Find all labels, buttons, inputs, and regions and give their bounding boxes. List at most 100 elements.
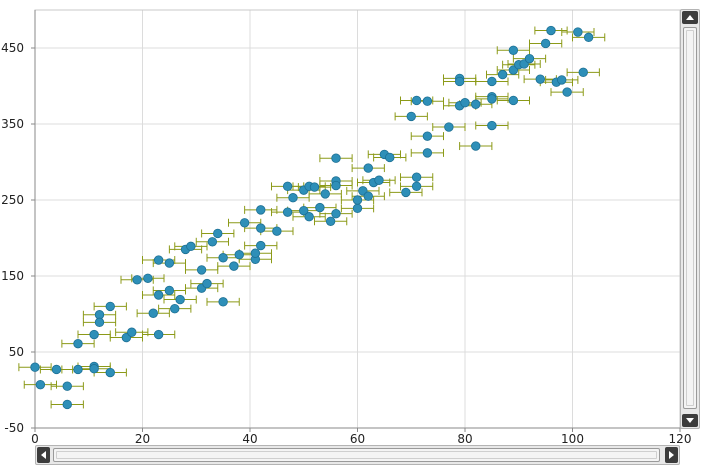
data-point — [164, 285, 175, 296]
scroll-down-button[interactable] — [682, 414, 698, 427]
data-point — [105, 367, 115, 378]
horizontal-scroll-thumb[interactable] — [53, 448, 660, 462]
x-tick-label: 0 — [31, 432, 39, 446]
data-point — [170, 303, 180, 314]
data-point — [315, 202, 325, 213]
data-point — [546, 25, 556, 36]
data-point — [94, 317, 105, 328]
data-point — [148, 308, 158, 318]
data-point — [175, 294, 185, 305]
data-point — [35, 379, 46, 390]
data-point — [304, 212, 314, 222]
data-point — [331, 208, 341, 219]
data-point — [331, 180, 341, 191]
data-point — [508, 95, 519, 106]
data-point — [127, 327, 137, 337]
data-point — [282, 181, 293, 192]
data-point — [508, 45, 519, 55]
horizontal-scrollbar[interactable] — [35, 445, 680, 465]
data-point — [229, 261, 239, 271]
data-point — [89, 329, 99, 340]
data-point — [202, 278, 212, 289]
x-tick-label: 60 — [350, 432, 365, 446]
data-point — [385, 152, 395, 163]
x-tick-label: 100 — [561, 432, 584, 446]
y-tick-label: 450 — [1, 41, 24, 55]
data-point — [256, 205, 266, 215]
data-point — [288, 193, 298, 203]
data-point — [573, 27, 583, 37]
data-point — [309, 182, 320, 192]
y-axis-tick-labels: -50 50 150 250 350 450 — [1, 41, 24, 435]
data-point — [299, 205, 309, 216]
data-point — [62, 399, 72, 410]
vertical-scrollbar[interactable] — [680, 9, 700, 429]
x-tick-label: 120 — [669, 432, 692, 446]
y-tick-label: 150 — [1, 269, 24, 283]
scroll-up-button[interactable] — [682, 11, 698, 24]
data-point — [282, 207, 293, 217]
data-point — [207, 237, 218, 247]
data-point — [578, 67, 588, 78]
data-point — [352, 203, 363, 214]
data-point — [422, 148, 433, 158]
data-point — [454, 76, 465, 87]
data-point — [218, 297, 228, 307]
data-point — [471, 141, 481, 151]
data-point — [557, 75, 567, 85]
data-point — [401, 187, 411, 198]
data-point — [73, 364, 83, 375]
data-point — [325, 216, 336, 226]
data-point — [406, 111, 416, 122]
data-point — [352, 195, 363, 205]
data-point — [444, 122, 454, 132]
data-point — [363, 191, 373, 201]
x-tick-label: 20 — [135, 432, 150, 446]
data-point — [256, 240, 266, 251]
y-tick-label: 50 — [9, 345, 24, 359]
data-point — [535, 74, 545, 84]
scroll-left-button[interactable] — [37, 447, 50, 463]
data-point — [460, 98, 470, 108]
data-point — [331, 153, 341, 163]
data-point — [164, 258, 175, 268]
y-tick-label: 250 — [1, 193, 24, 207]
data-point — [250, 248, 261, 258]
data-point — [583, 32, 594, 43]
x-tick-label: 80 — [457, 432, 472, 446]
data-point — [422, 96, 433, 106]
data-point — [411, 181, 422, 192]
y-tick-label: -50 — [4, 421, 24, 435]
data-point — [487, 120, 497, 131]
data-point — [153, 290, 164, 300]
data-point — [256, 223, 266, 233]
data-point — [239, 218, 250, 228]
vertical-scroll-thumb[interactable] — [683, 27, 697, 409]
x-axis-tick-labels: 0 20 40 60 80 100 120 — [31, 432, 691, 446]
data-point — [497, 69, 508, 80]
data-point — [487, 94, 497, 104]
data-point — [73, 338, 83, 349]
data-point — [272, 226, 282, 236]
data-point — [196, 265, 207, 275]
data-point — [411, 95, 422, 106]
axes — [31, 10, 681, 432]
data-point — [186, 241, 196, 252]
data-point — [30, 362, 40, 372]
data-point — [562, 87, 572, 97]
data-point — [524, 53, 535, 64]
data-points — [30, 25, 594, 410]
data-point — [487, 76, 497, 87]
data-point — [422, 131, 433, 141]
data-point — [213, 228, 223, 239]
data-point — [540, 38, 551, 49]
data-point — [153, 255, 164, 265]
y-tick-label: 350 — [1, 117, 24, 131]
data-point — [471, 99, 481, 109]
scroll-right-button[interactable] — [665, 447, 678, 463]
data-point — [89, 364, 99, 374]
data-point — [105, 301, 115, 312]
data-point — [62, 381, 72, 391]
data-point — [374, 175, 384, 185]
